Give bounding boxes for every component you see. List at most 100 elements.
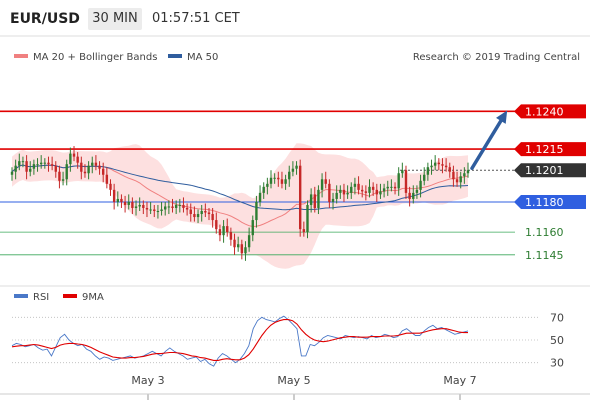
clock-time: 01:57:51 CET — [152, 11, 240, 26]
candle — [120, 194, 123, 208]
level-value-text: 1.1240 — [525, 105, 564, 118]
candle — [50, 156, 54, 171]
candle — [313, 186, 316, 213]
candle — [69, 147, 72, 172]
candle — [350, 182, 353, 199]
candle — [149, 201, 152, 215]
level-label-1-1160: 1.1160 — [525, 226, 564, 239]
candle — [262, 182, 265, 199]
bollinger-band-fill — [12, 143, 468, 269]
candle — [142, 200, 145, 215]
candle — [393, 182, 397, 195]
candle — [226, 218, 229, 237]
timeframe-badge[interactable]: 30 MIN — [88, 8, 142, 30]
candle — [134, 200, 138, 216]
candle — [207, 207, 211, 221]
candle — [339, 185, 342, 199]
candle — [39, 155, 43, 169]
candle — [342, 183, 346, 202]
level-labels: 1.1240 1.1215 1.1201 1.1180 1.1160 1.1145 — [514, 104, 586, 262]
candle — [200, 204, 203, 222]
candle — [29, 161, 32, 177]
level-value-text: 1.1145 — [525, 249, 564, 262]
candle — [404, 165, 408, 199]
candle — [415, 185, 419, 199]
candle — [309, 188, 313, 213]
rsi-tick-label: 70 — [550, 311, 564, 324]
candle — [346, 185, 349, 199]
candle — [288, 165, 291, 187]
bollinger-bands — [12, 143, 468, 269]
candle — [65, 159, 68, 186]
candle — [215, 212, 218, 234]
x-tick-label: May 7 — [443, 374, 476, 387]
source-credit: Research © 2019 Trading Central — [413, 52, 580, 63]
candle — [218, 224, 222, 242]
candle — [109, 179, 112, 196]
candle — [361, 185, 364, 198]
x-tick-label: May 3 — [131, 374, 164, 387]
candle — [386, 180, 389, 196]
candle — [123, 195, 127, 213]
candle — [277, 171, 280, 187]
forecast-arrow — [470, 110, 508, 170]
forecast-arrow-shaft — [470, 115, 505, 170]
candle — [335, 185, 338, 204]
candle — [174, 200, 178, 215]
candle — [189, 203, 192, 222]
candle — [466, 162, 470, 178]
level-value-text: 1.1215 — [525, 143, 564, 156]
candle — [14, 159, 17, 180]
candle — [382, 183, 386, 198]
candle — [244, 241, 247, 261]
candle — [10, 167, 14, 181]
candle — [412, 185, 415, 204]
candle — [193, 206, 196, 222]
candle — [127, 194, 130, 210]
candle — [426, 162, 430, 181]
candle — [116, 191, 119, 207]
candle — [153, 204, 156, 218]
candle — [21, 156, 25, 168]
candle — [284, 174, 287, 190]
candle — [317, 185, 320, 215]
candle — [258, 185, 262, 207]
rsi-panel: 70 50 30 — [11, 311, 564, 370]
level-label-1-1215: 1.1215 — [514, 142, 586, 157]
level-value-text: 1.1180 — [525, 196, 564, 209]
candle — [58, 165, 61, 189]
candle — [185, 203, 189, 216]
candle — [255, 195, 258, 228]
candle — [229, 227, 233, 246]
candle — [145, 201, 149, 218]
candle — [98, 161, 101, 175]
candle — [375, 183, 378, 202]
x-axis: May 3 May 5 May 7 — [0, 374, 590, 400]
candle — [94, 155, 98, 171]
candle — [32, 159, 36, 175]
candle — [306, 200, 309, 239]
candle — [83, 164, 87, 178]
candle — [196, 209, 200, 224]
candle — [291, 161, 295, 177]
legend-swatch-rsi — [14, 294, 28, 298]
level-label-1-1145: 1.1145 — [525, 249, 564, 262]
candle — [131, 197, 134, 215]
candle — [164, 201, 167, 216]
candle — [324, 171, 327, 189]
candle — [320, 173, 324, 198]
candle — [430, 159, 433, 175]
candle — [251, 215, 254, 242]
candle — [379, 183, 382, 199]
candle — [353, 177, 357, 195]
candle — [408, 186, 411, 207]
candle — [167, 200, 171, 215]
candle — [302, 221, 306, 237]
candle — [76, 152, 79, 169]
candle — [211, 207, 214, 228]
candles — [10, 146, 470, 261]
rsi-line — [11, 315, 469, 367]
candle — [273, 173, 276, 184]
